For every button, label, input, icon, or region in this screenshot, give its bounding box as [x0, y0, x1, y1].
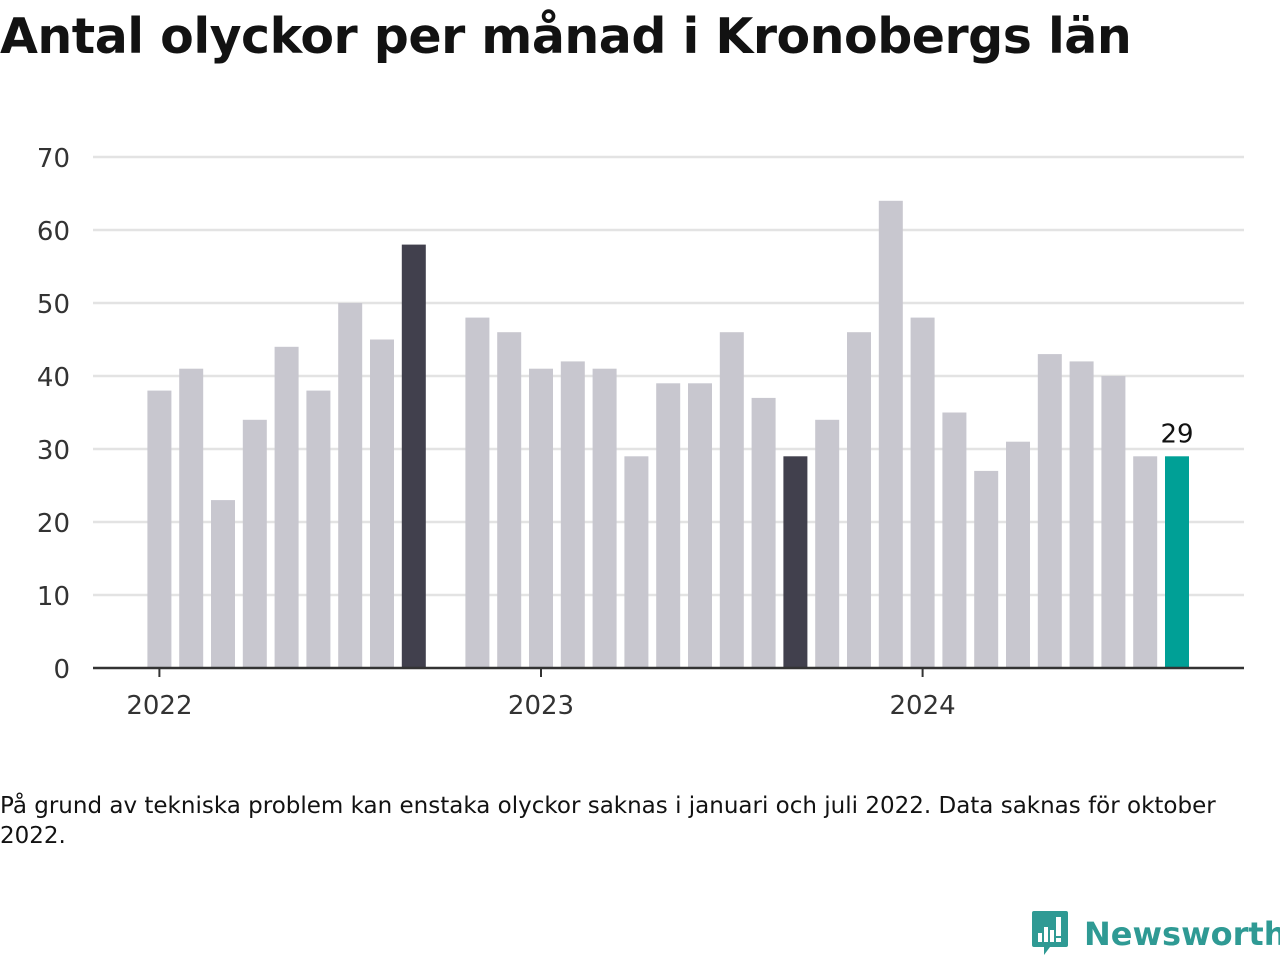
chart-logo-icon [1030, 907, 1070, 961]
bar-2024-04 [1006, 441, 1030, 668]
bar-2023-05 [656, 383, 681, 668]
bar-2022-02 [179, 368, 204, 668]
y-tick-label: 40 [37, 363, 70, 393]
bar-2023-06 [688, 383, 712, 668]
bar-2022-08 [370, 339, 394, 668]
y-tick-label: 10 [37, 582, 70, 612]
footnote: På grund av tekniska problem kan enstaka… [0, 793, 1216, 849]
bar-2023-12 [878, 200, 903, 669]
brand-logo[interactable]: Newsworthy [1030, 908, 1280, 960]
y-tick-label: 0 [53, 655, 70, 685]
bar-2024-02 [942, 412, 967, 668]
bar-2022-01 [147, 390, 172, 668]
bar-2024-03 [974, 470, 999, 668]
x-tick-label: 2022 [126, 691, 192, 721]
bar-2024-08 [1133, 456, 1158, 668]
bar-2024-05 [1037, 354, 1062, 668]
bar-2023-01 [529, 368, 553, 668]
bar-2022-09 [401, 244, 426, 668]
y-tick-label: 70 [37, 144, 70, 174]
bars [147, 200, 1189, 669]
y-axis-ticks: 0 10 20 30 40 50 60 70 [37, 144, 70, 685]
data-labels: 29 [1160, 419, 1193, 449]
bar-chart: 0 10 20 30 40 50 60 70 2022 2023 2024 29 [37, 144, 1244, 721]
bar-2024-09 [1165, 456, 1189, 668]
x-axis-ticks: 2022 2023 2024 [126, 668, 956, 721]
bar-2023-08 [751, 397, 776, 668]
y-tick-label: 60 [37, 217, 70, 247]
bar-2022-11 [465, 317, 490, 668]
bar-2022-07 [338, 303, 363, 668]
y-tick-label: 50 [37, 290, 70, 320]
bar-2023-04 [624, 456, 649, 668]
bar-2023-11 [847, 332, 871, 668]
bar-2023-09 [783, 456, 808, 668]
x-tick-label: 2024 [890, 691, 956, 721]
y-tick-label: 20 [37, 509, 70, 539]
bar-2022-05 [274, 346, 299, 668]
y-tick-label: 30 [37, 436, 70, 466]
x-tick-label: 2023 [508, 691, 574, 721]
bar-2023-07 [719, 332, 744, 668]
bar-2023-03 [592, 368, 617, 668]
bar-2022-03 [211, 500, 235, 668]
bar-2022-04 [242, 419, 267, 668]
bar-2022-06 [306, 390, 331, 668]
bar-2024-07 [1101, 376, 1126, 668]
bar-2022-12 [497, 332, 522, 668]
bar-2023-10 [815, 419, 840, 668]
brand-name: Newsworthy [1084, 915, 1280, 953]
data-label: 29 [1160, 419, 1193, 449]
bar-2024-06 [1069, 361, 1094, 668]
bar-2023-02 [560, 361, 585, 668]
bar-2024-01 [910, 317, 935, 668]
chart-title: Antal olyckor per månad i Kronobergs län [0, 8, 1132, 65]
